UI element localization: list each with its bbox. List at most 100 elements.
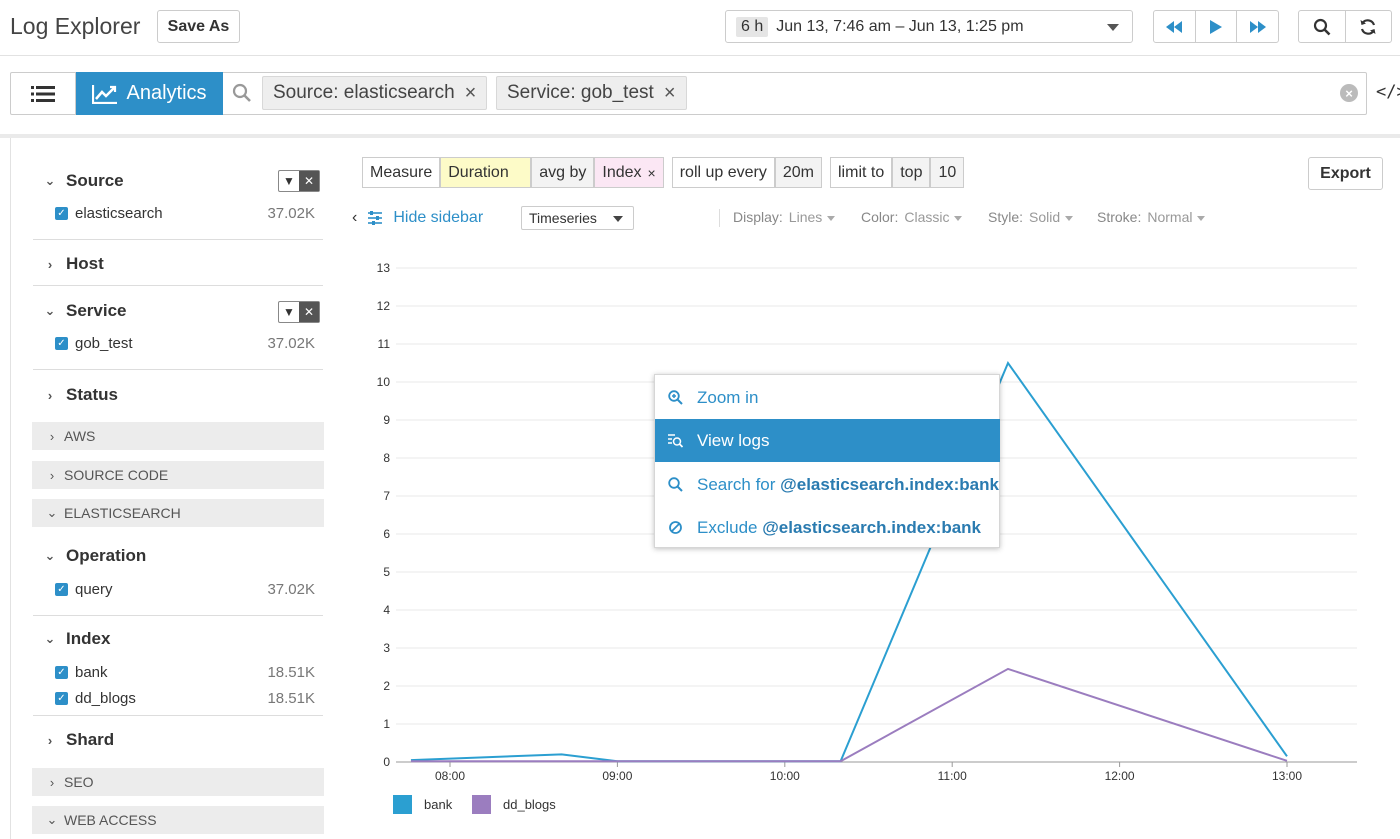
chevron-down-icon	[954, 215, 963, 221]
save-as-button[interactable]: Save As	[157, 10, 240, 43]
playback-controls	[1153, 10, 1279, 43]
facet-divider	[33, 715, 323, 716]
x-tick-label: 10:00	[770, 769, 800, 783]
list-view-button[interactable]	[11, 73, 76, 114]
facet-group-web-access[interactable]: ⌄ WEB ACCESS	[32, 806, 324, 834]
facet-value-query[interactable]: ✓ query 37.02K	[55, 581, 323, 598]
x-tick-label: 12:00	[1105, 769, 1135, 783]
legend-item-bank[interactable]: bank	[393, 795, 452, 814]
color-label: Color:	[861, 209, 899, 225]
facet-group-aws[interactable]: › AWS	[32, 422, 324, 450]
menu-item-view-logs[interactable]: View logs	[655, 419, 1000, 462]
facet-value-bank[interactable]: ✓ bank 18.51K	[55, 664, 323, 681]
zoom-button[interactable]	[1299, 11, 1346, 42]
chevron-right-icon: ›	[49, 428, 55, 444]
filter-pill-label: Source: elasticsearch	[273, 82, 455, 103]
hide-sidebar-label: Hide sidebar	[393, 209, 484, 226]
facet-header-source[interactable]: ⌄ Source	[44, 171, 124, 191]
facet-query-text: @elasticsearch.index:bank	[780, 474, 999, 494]
code-icon[interactable]: </>	[1376, 82, 1400, 102]
refresh-button[interactable]	[1346, 11, 1392, 42]
facet-value-label: elasticsearch	[75, 205, 163, 222]
limit-count-select[interactable]: 10	[930, 157, 965, 188]
facet-group-source-code[interactable]: › SOURCE CODE	[32, 461, 324, 489]
y-tick-label: 1	[383, 717, 390, 731]
facet-header-service[interactable]: ⌄ Service	[44, 301, 127, 321]
checkbox[interactable]: ✓	[55, 692, 68, 705]
analytics-view-button[interactable]: Analytics	[76, 72, 223, 115]
facet-title: Operation	[66, 546, 147, 565]
query-builder: Measure Duration avg by Index × roll up …	[362, 157, 965, 188]
refresh-icon	[1360, 18, 1376, 35]
close-icon: ✕	[299, 171, 319, 191]
series-line-dd-blogs[interactable]	[410, 667, 1288, 763]
display-label: Display:	[733, 209, 783, 225]
facet-group-seo[interactable]: › SEO	[32, 768, 324, 796]
viz-type-select[interactable]: Timeseries	[521, 206, 634, 230]
facet-filter-toggle[interactable]: ▼ ✕	[278, 301, 320, 323]
facet-divider	[33, 369, 323, 370]
close-icon[interactable]: ×	[647, 164, 656, 181]
menu-item-zoom-in[interactable]: Zoom in	[655, 376, 1000, 419]
facet-title: Source	[66, 171, 124, 190]
menu-item-exclude[interactable]: Exclude @elasticsearch.index:bank	[655, 506, 1000, 549]
chart-context-menu: Zoom in View logs Search for @elasticsea…	[654, 374, 1000, 548]
style-option[interactable]: Style: Solid	[988, 209, 1074, 225]
close-icon[interactable]: ×	[464, 81, 477, 104]
legend-item-dd-blogs[interactable]: dd_blogs	[472, 795, 556, 814]
facet-query-text: @elasticsearch.index:bank	[762, 517, 982, 537]
facet-value-count: 18.51K	[267, 664, 315, 681]
rollup-select[interactable]: 20m	[774, 157, 822, 188]
menu-item-search-for[interactable]: Search for @elasticsearch.index:bank	[655, 463, 1000, 506]
filter-pill-source[interactable]: Source: elasticsearch ×	[262, 76, 488, 110]
analytics-view-label: Analytics	[126, 82, 207, 104]
facet-divider	[33, 239, 323, 240]
facet-sidebar: ⌄ Source ▼ ✕ ✓ elasticsearch 37.02K › Hos…	[10, 138, 334, 839]
facet-value-dd-blogs[interactable]: ✓ dd_blogs 18.51K	[55, 690, 323, 707]
fast-forward-button[interactable]	[1237, 11, 1278, 42]
legend-swatch	[472, 795, 491, 814]
hide-sidebar-button[interactable]: ‹ Hide sidebar	[352, 206, 483, 230]
export-button[interactable]: Export	[1308, 157, 1383, 190]
chevron-down-icon	[1065, 215, 1074, 221]
facet-header-host[interactable]: › Host	[44, 254, 104, 274]
facet-filter-toggle[interactable]: ▼ ✕	[278, 170, 320, 192]
filter-pill-service[interactable]: Service: gob_test ×	[496, 76, 687, 110]
page-title: Log Explorer	[10, 13, 141, 39]
facet-header-status[interactable]: › Status	[44, 385, 118, 405]
y-tick-label: 5	[383, 565, 390, 579]
list-icon	[31, 85, 55, 102]
search-bar[interactable]: Analytics Source: elasticsearch × Servic…	[10, 72, 1367, 115]
facet-title: Host	[66, 254, 104, 273]
facet-header-operation[interactable]: ⌄ Operation	[44, 546, 147, 566]
stroke-option[interactable]: Stroke: Normal	[1097, 209, 1206, 225]
group-by-pill[interactable]: Index ×	[594, 157, 664, 188]
rewind-button[interactable]	[1154, 11, 1196, 42]
play-icon	[1210, 19, 1222, 34]
checkbox[interactable]: ✓	[55, 583, 68, 596]
menu-item-label: Exclude @elasticsearch.index:bank	[697, 518, 981, 538]
time-range-picker[interactable]: 6 h Jun 13, 7:46 am – Jun 13, 1:25 pm	[725, 10, 1133, 43]
clear-search-icon[interactable]: ×	[1340, 84, 1358, 102]
facet-value-elasticsearch[interactable]: ✓ elasticsearch 37.02K	[55, 205, 323, 222]
exclude-icon	[669, 521, 682, 534]
checkbox[interactable]: ✓	[55, 666, 68, 679]
play-button[interactable]	[1196, 11, 1238, 42]
chevron-down-icon: ⌄	[44, 548, 56, 563]
rewind-icon	[1166, 20, 1183, 33]
facet-value-gob-test[interactable]: ✓ gob_test 37.02K	[55, 335, 323, 352]
checkbox[interactable]: ✓	[55, 207, 68, 220]
time-range-badge: 6 h	[736, 16, 769, 37]
measure-select[interactable]: Duration	[440, 157, 532, 188]
facet-header-index[interactable]: ⌄ Index	[44, 629, 111, 649]
checkbox[interactable]: ✓	[55, 337, 68, 350]
facet-group-elasticsearch[interactable]: ⌄ ELASTICSEARCH	[32, 499, 324, 527]
display-option[interactable]: Display: Lines	[733, 209, 836, 225]
close-icon[interactable]: ×	[663, 81, 676, 104]
chevron-down-icon: ⌄	[44, 173, 56, 188]
limit-order-select[interactable]: top	[892, 157, 931, 188]
facet-value-label: gob_test	[75, 335, 133, 352]
color-option[interactable]: Color: Classic	[861, 209, 963, 225]
facet-header-shard[interactable]: › Shard	[44, 730, 114, 750]
legend-label: dd_blogs	[503, 797, 556, 812]
